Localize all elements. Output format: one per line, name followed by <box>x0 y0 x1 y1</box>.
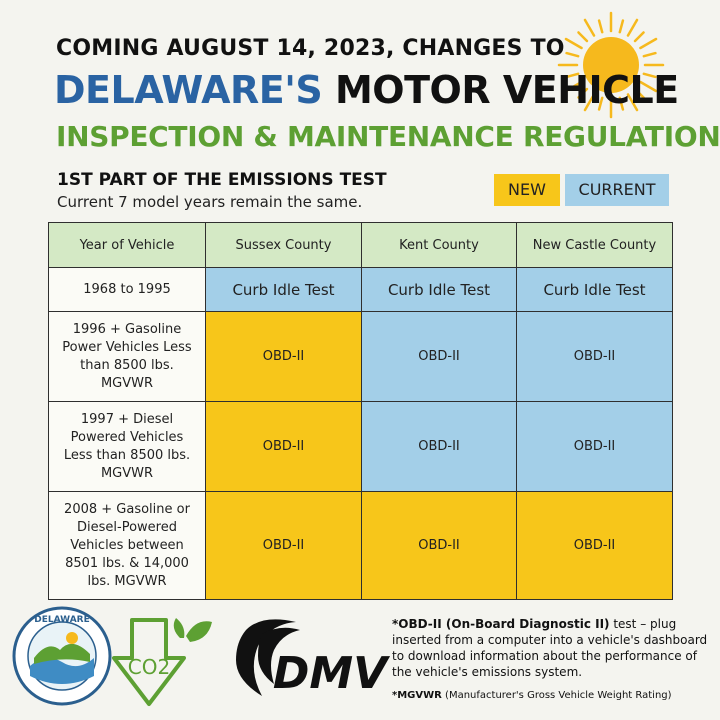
legend-current: CURRENT <box>565 174 669 206</box>
year-cell: 2008 + Gasoline or Diesel-Powered Vehicl… <box>48 491 206 600</box>
co2-text: CO2 <box>128 655 170 679</box>
sun-ray <box>583 93 596 112</box>
test-cell: OBD-II <box>205 401 362 492</box>
test-cell: OBD-II <box>516 401 673 492</box>
obd-term: *OBD-II (On-Board Diagnostic II) <box>392 617 610 631</box>
sun-ray <box>618 19 625 34</box>
table-header-row: Year of Vehicle Sussex County Kent Count… <box>48 222 673 268</box>
test-cell: OBD-II <box>361 311 517 402</box>
sun-ray <box>642 51 657 58</box>
headline-delaware: DELAWARE'S <box>54 68 323 112</box>
mgvwr-term: *MGVWR <box>392 690 442 701</box>
seal-text: DELAWARE <box>34 615 89 625</box>
sun-ray <box>642 72 657 79</box>
headline-motor-vehicle: MOTOR VEHICLE <box>322 68 679 112</box>
sun-ray <box>597 19 604 34</box>
test-cell: Curb Idle Test <box>361 267 517 312</box>
sun-ray <box>639 80 658 93</box>
headline-date: COMING AUGUST 14, 2023, CHANGES TO <box>56 36 565 61</box>
table-row: 2008 + Gasoline or Diesel-Powered Vehicl… <box>48 491 673 600</box>
test-cell: OBD-II <box>205 311 362 402</box>
test-cell: OBD-II <box>516 491 673 600</box>
legend-new: NEW <box>494 174 560 206</box>
sun-ray <box>633 87 645 99</box>
sun-ray <box>577 87 589 99</box>
sun-ray <box>577 31 589 43</box>
footer-logos: DELAWARE CO2 DMV <box>12 606 390 706</box>
section-subtitle: Current 7 model years remain the same. <box>57 193 363 211</box>
test-cell: OBD-II <box>361 401 517 492</box>
headline-main: DELAWARE'S MOTOR VEHICLE <box>54 68 679 112</box>
table-row: 1968 to 1995 Curb Idle Test Curb Idle Te… <box>48 267 673 312</box>
test-cell: Curb Idle Test <box>516 267 673 312</box>
mgvwr-description: (Manufacturer's Gross Vehicle Weight Rat… <box>441 690 672 701</box>
header-new-castle: New Castle County <box>516 222 673 268</box>
sun-ray <box>583 18 596 37</box>
sun-ray <box>565 51 580 58</box>
sun-ray <box>564 80 583 93</box>
year-cell: 1968 to 1995 <box>48 267 206 312</box>
obd-footnote: *OBD-II (On-Board Diagnostic II) test – … <box>392 616 712 680</box>
test-cell: OBD-II <box>516 311 673 402</box>
dmv-logo-icon: DMV <box>236 619 390 699</box>
test-cell: Curb Idle Test <box>205 267 362 312</box>
year-cell: 1997 + Diesel Powered Vehicles Less than… <box>48 401 206 492</box>
sun-ray <box>626 93 639 112</box>
sun-ray <box>597 96 604 111</box>
delaware-seal-icon: DELAWARE <box>12 606 112 706</box>
obd-description: test – plug inserted from a computer int… <box>392 617 708 679</box>
sun-ray <box>564 37 583 50</box>
section-title: 1ST PART OF THE EMISSIONS TEST <box>57 170 387 190</box>
emissions-table: Year of Vehicle Sussex County Kent Count… <box>48 222 673 600</box>
test-cell: OBD-II <box>361 491 517 600</box>
header-kent: Kent County <box>361 222 517 268</box>
table-row: 1996 + Gasoline Power Vehicles Less than… <box>48 311 673 402</box>
dmv-text: DMV <box>273 648 390 699</box>
table-row: 1997 + Diesel Powered Vehicles Less than… <box>48 401 673 492</box>
header-sussex: Sussex County <box>205 222 362 268</box>
sun-ray <box>633 31 645 43</box>
sun-icon <box>557 11 665 119</box>
sun-ray <box>565 72 580 79</box>
sun-ray <box>626 18 639 37</box>
mgvwr-footnote: *MGVWR (Manufacturer's Gross Vehicle Wei… <box>392 690 712 701</box>
sun-ray <box>639 37 658 50</box>
co2-arrow-icon: CO2 <box>112 618 212 706</box>
header-year: Year of Vehicle <box>48 222 206 268</box>
headline-regulation: INSPECTION & MAINTENANCE REGULATION <box>56 120 720 153</box>
test-cell: OBD-II <box>205 491 362 600</box>
year-cell: 1996 + Gasoline Power Vehicles Less than… <box>48 311 206 402</box>
sun-ray <box>618 96 625 111</box>
